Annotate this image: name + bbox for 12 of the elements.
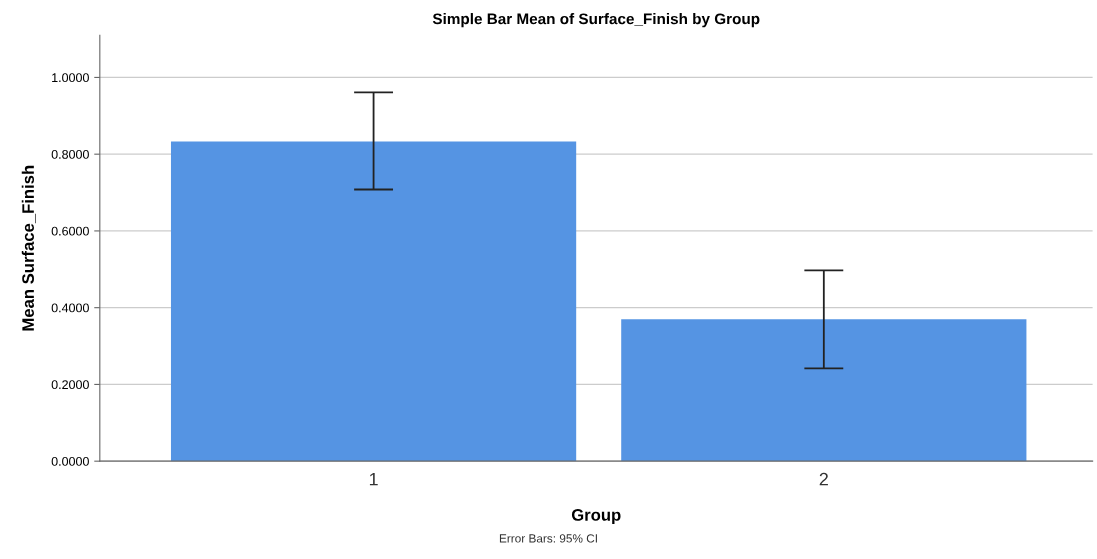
text: Error Bars: 95% CI (499, 534, 597, 543)
y-tick-label: 0.0000 (51, 456, 89, 466)
y-tick-label: 0.2000 (51, 380, 89, 390)
chart-title: Simple Bar Mean of Surface_Finish by Group (432, 13, 760, 28)
x-tick-label: 2 (819, 472, 828, 486)
y-tick-label: 0.8000 (51, 149, 89, 159)
x-tick-label: 1 (369, 472, 378, 486)
x-axis-title: Group (571, 509, 621, 525)
y-tick-label: 0.4000 (51, 303, 89, 313)
y-axis-title: Mean Surface_Finish (21, 165, 36, 331)
y-tick-label: 0.6000 (51, 226, 89, 236)
y-tick-label: 1.0000 (52, 73, 89, 83)
